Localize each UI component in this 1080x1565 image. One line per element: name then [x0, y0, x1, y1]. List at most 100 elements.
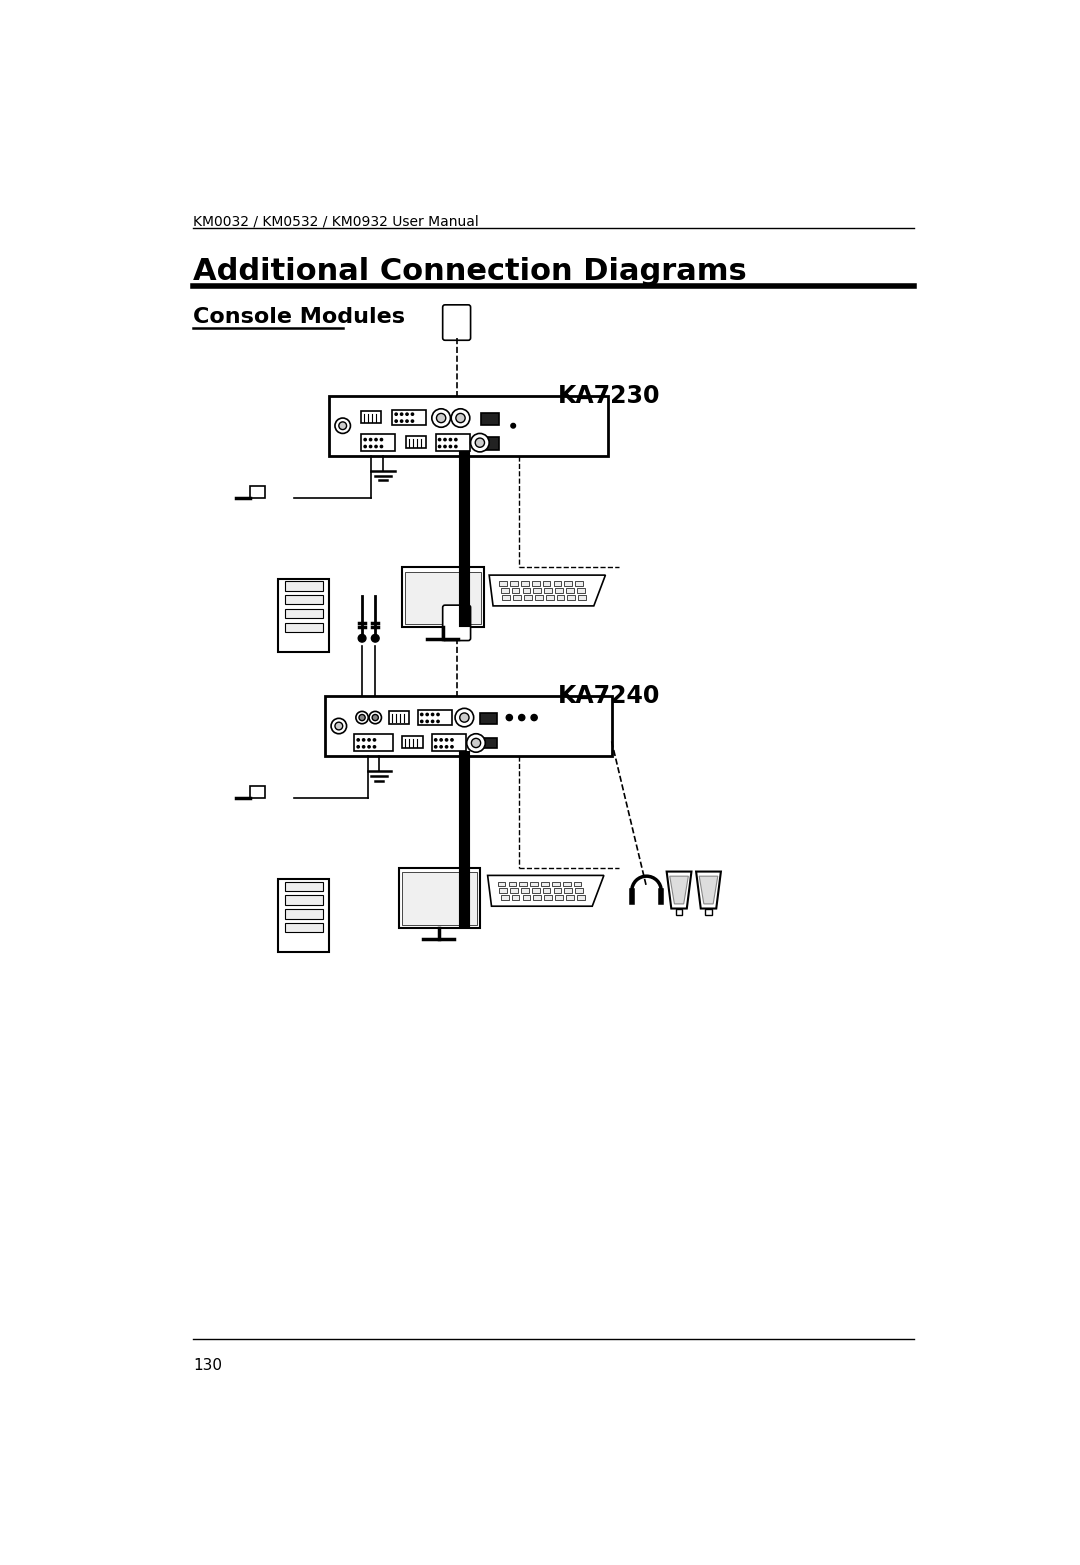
- Bar: [566, 588, 573, 593]
- Bar: [284, 909, 323, 919]
- Text: Console Modules: Console Modules: [193, 307, 405, 327]
- Bar: [676, 909, 683, 914]
- Bar: [284, 923, 323, 933]
- Bar: [552, 881, 559, 886]
- Bar: [359, 621, 365, 624]
- Bar: [513, 595, 521, 599]
- Circle shape: [445, 745, 448, 748]
- Circle shape: [339, 423, 347, 429]
- Circle shape: [432, 408, 450, 427]
- Circle shape: [431, 714, 434, 715]
- Circle shape: [359, 715, 365, 720]
- Bar: [403, 568, 484, 628]
- Bar: [531, 581, 540, 585]
- FancyBboxPatch shape: [443, 305, 471, 340]
- Bar: [284, 595, 323, 604]
- Circle shape: [380, 438, 382, 441]
- Bar: [531, 889, 540, 894]
- Bar: [567, 595, 576, 599]
- Circle shape: [420, 714, 423, 715]
- Circle shape: [531, 715, 537, 720]
- Bar: [279, 579, 328, 653]
- Circle shape: [455, 709, 474, 726]
- Circle shape: [437, 714, 440, 715]
- Circle shape: [372, 634, 379, 642]
- Bar: [362, 434, 395, 451]
- Circle shape: [357, 745, 360, 748]
- Bar: [565, 889, 572, 894]
- Bar: [512, 588, 519, 593]
- Text: 130: 130: [193, 1358, 222, 1373]
- Circle shape: [431, 720, 434, 723]
- Bar: [524, 595, 531, 599]
- Circle shape: [518, 715, 525, 720]
- Circle shape: [426, 714, 429, 715]
- Circle shape: [449, 446, 451, 448]
- Bar: [510, 581, 517, 585]
- Bar: [501, 895, 509, 900]
- Polygon shape: [666, 872, 691, 909]
- Circle shape: [332, 718, 347, 734]
- Circle shape: [449, 438, 451, 441]
- Bar: [325, 696, 611, 756]
- Bar: [555, 588, 563, 593]
- Bar: [577, 588, 584, 593]
- Text: Additional Connection Diagrams: Additional Connection Diagrams: [193, 257, 747, 286]
- Circle shape: [335, 721, 342, 729]
- Bar: [705, 909, 712, 914]
- Circle shape: [455, 438, 457, 441]
- Bar: [373, 621, 378, 624]
- Circle shape: [450, 745, 454, 748]
- Circle shape: [406, 413, 408, 415]
- Circle shape: [368, 739, 370, 742]
- Bar: [573, 881, 581, 886]
- Circle shape: [475, 438, 485, 448]
- Circle shape: [445, 739, 448, 742]
- Polygon shape: [489, 574, 606, 606]
- Bar: [519, 881, 527, 886]
- Circle shape: [374, 739, 376, 742]
- Circle shape: [369, 438, 372, 441]
- Bar: [399, 867, 480, 928]
- Bar: [279, 880, 328, 953]
- Circle shape: [357, 739, 360, 742]
- Bar: [389, 712, 409, 723]
- Bar: [534, 895, 541, 900]
- Circle shape: [467, 734, 485, 753]
- Bar: [499, 581, 507, 585]
- Bar: [523, 588, 530, 593]
- Bar: [510, 889, 517, 894]
- Text: KA7240: KA7240: [557, 684, 660, 709]
- Circle shape: [438, 446, 441, 448]
- Bar: [535, 595, 542, 599]
- Circle shape: [411, 413, 414, 415]
- Bar: [328, 396, 608, 455]
- Bar: [406, 435, 427, 448]
- Circle shape: [471, 739, 481, 748]
- FancyBboxPatch shape: [443, 606, 471, 640]
- Circle shape: [363, 745, 365, 748]
- Bar: [392, 410, 427, 426]
- Bar: [284, 623, 323, 632]
- Circle shape: [411, 419, 414, 423]
- Circle shape: [401, 413, 403, 415]
- Bar: [577, 895, 584, 900]
- Bar: [249, 485, 266, 498]
- Circle shape: [335, 418, 350, 434]
- Bar: [544, 895, 552, 900]
- Polygon shape: [670, 876, 688, 905]
- Circle shape: [444, 446, 446, 448]
- Circle shape: [426, 720, 429, 723]
- Bar: [554, 889, 562, 894]
- Circle shape: [434, 745, 437, 748]
- Bar: [481, 413, 499, 426]
- Circle shape: [368, 745, 370, 748]
- Circle shape: [369, 712, 381, 723]
- Bar: [512, 895, 519, 900]
- Circle shape: [507, 715, 512, 720]
- Bar: [544, 588, 552, 593]
- Bar: [284, 895, 323, 905]
- Text: KM0032 / KM0532 / KM0932 User Manual: KM0032 / KM0532 / KM0932 User Manual: [193, 214, 478, 228]
- Bar: [418, 711, 451, 725]
- Circle shape: [406, 419, 408, 423]
